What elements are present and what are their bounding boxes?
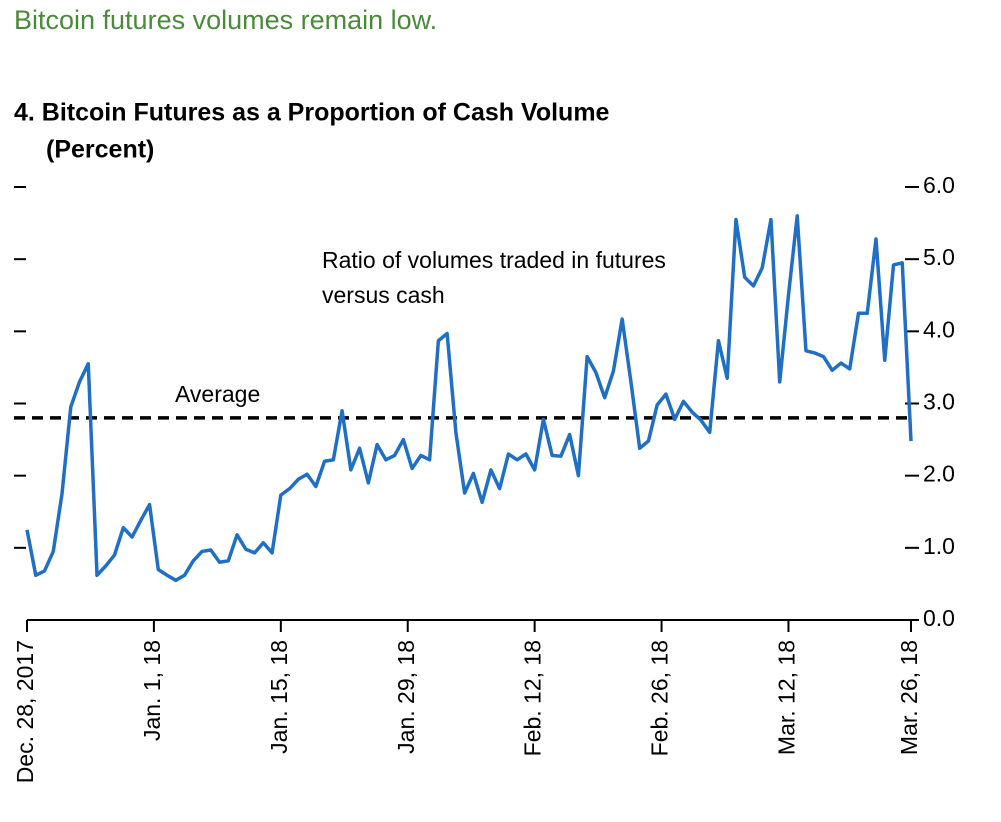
x-tick-label: Jan. 15, 18 (266, 640, 292, 754)
average-label: Average (175, 381, 260, 407)
y-tick-label: 1.0 (923, 533, 955, 559)
x-tick-label: Feb. 26, 18 (647, 640, 673, 756)
annotation: Ratio of volumes traded in futures (322, 247, 666, 273)
annotation: versus cash (322, 282, 445, 308)
x-tick-label: Jan. 29, 18 (393, 640, 419, 754)
data-line (25, 214, 913, 583)
x-tick-label: Mar. 26, 18 (896, 640, 922, 755)
x-tick-label: Jan. 1, 18 (139, 640, 165, 741)
x-tick-label: Feb. 12, 18 (520, 640, 546, 756)
y-tick-label: 5.0 (923, 244, 955, 270)
y-tick-label: 4.0 (923, 316, 955, 342)
chart-subtitle: (Percent) (46, 136, 154, 164)
y-tick-label: 6.0 (923, 172, 955, 198)
y-tick-label: 2.0 (923, 461, 955, 487)
page-title: Bitcoin futures volumes remain low. (14, 5, 437, 35)
x-tick-label: Dec. 28, 2017 (12, 640, 38, 783)
y-tick-label: 3.0 (923, 389, 955, 415)
x-tick-label: Mar. 12, 18 (774, 640, 800, 755)
chart-title: 4. Bitcoin Futures as a Proportion of Ca… (14, 99, 610, 127)
y-tick-label: 0.0 (923, 605, 955, 631)
